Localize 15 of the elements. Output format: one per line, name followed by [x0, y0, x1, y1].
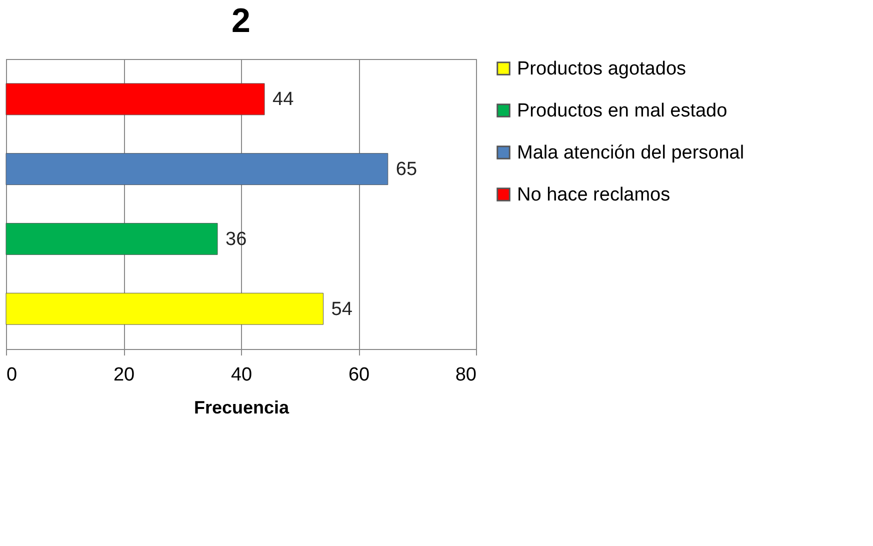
x-tick-label: 80 [455, 364, 476, 386]
x-tick-label: 40 [230, 364, 252, 386]
legend-label: Productos agotados [517, 58, 686, 80]
data-label: 44 [272, 89, 294, 110]
legend-label: Productos en mal estado [517, 100, 728, 122]
data-label: 36 [226, 228, 247, 250]
chart-title: 2 [232, 2, 250, 40]
x-tick-label: 60 [348, 364, 370, 386]
legend-label: No hace reclamos [517, 184, 670, 206]
x-tick-label: 20 [113, 364, 135, 386]
legend-label: Mala atención del personal [517, 142, 744, 164]
data-label: 54 [331, 298, 353, 320]
x-axis-title: Frecuencia [194, 398, 290, 418]
x-tick-label: 0 [6, 364, 18, 386]
data-label: 65 [396, 159, 418, 180]
